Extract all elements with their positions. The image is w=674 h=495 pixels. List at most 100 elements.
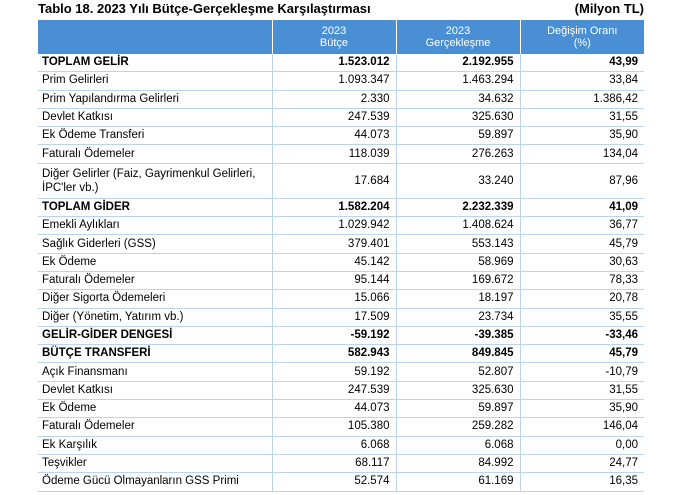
table-row: Devlet Katkısı 247.539 325.630 31,55 (38, 381, 644, 401)
row-change-value: 0,00 (520, 436, 644, 455)
table-row: Faturalı Ödemeler 118.039 276.263 134,04 (38, 144, 644, 164)
row-budget-value: -59.192 (272, 326, 397, 346)
row-budget-value: 2.330 (272, 90, 397, 109)
row-label: Emekli Aylıkları (38, 216, 273, 236)
row-label: Diğer Gelirler (Faiz, Gayrimenkul Gelirl… (38, 163, 273, 199)
row-budget-value: 17.509 (272, 308, 397, 327)
row-change-value: 36,77 (520, 216, 644, 236)
row-budget-value: 1.582.204 (272, 198, 397, 218)
header-budget: 2023 Bütçe (272, 20, 397, 54)
row-actual-value: 59.897 (396, 126, 521, 146)
header-budget-year: 2023 (321, 25, 347, 37)
row-label: Prim Gelirleri (38, 71, 273, 91)
row-label: BÜTÇE TRANSFERİ (38, 344, 273, 364)
row-budget-value: 95.144 (272, 271, 397, 291)
row-change-value: 87,96 (520, 163, 644, 199)
table-row: Sağlık Giderleri (GSS) 379.401 553.143 45,7… (38, 234, 644, 254)
row-actual-value: 169.672 (396, 271, 521, 291)
row-budget-value: 6.068 (272, 436, 397, 455)
table-row: Faturalı Ödemeler 105.380 259.282 146,04 (38, 417, 644, 437)
table-row: Diğer Sigorta Ödemeleri 15.066 18.197 20,78 (38, 289, 644, 309)
row-budget-value: 52.574 (272, 472, 397, 492)
row-change-value: 20,78 (520, 289, 644, 309)
row-actual-value: 325.630 (396, 108, 521, 128)
table-row: Prim Gelirleri 1.093.347 1.463.294 33,84 (38, 71, 644, 91)
row-label: Ödeme Gücü Olmayanların GSS Primi (38, 472, 273, 492)
row-change-value: 30,63 (520, 253, 644, 272)
row-actual-value: 553.143 (396, 234, 521, 254)
table-row: BÜTÇE TRANSFERİ 582.943 849.845 45,79 (38, 344, 644, 364)
row-actual-value: -39.385 (396, 326, 521, 346)
header-change: Değişim Oranı (%) (520, 20, 644, 54)
table-header: 2023 Bütçe 2023 Gerçekleşme Değişim Oran… (38, 20, 644, 54)
table-row: Ek Ödeme 45.142 58.969 30,63 (38, 253, 644, 272)
row-change-value: 35,55 (520, 308, 644, 327)
row-actual-value: 59.897 (396, 399, 521, 419)
row-label: Faturalı Ödemeler (38, 417, 273, 437)
table-row: TOPLAM GİDER 1.582.204 2.232.339 41,09 (38, 198, 644, 218)
row-label: Ek Ödeme Transferi (38, 126, 273, 146)
row-label: GELİR-GİDER DENGESİ (38, 326, 273, 346)
row-label: Ek Ödeme (38, 399, 273, 419)
row-change-value: -10,79 (520, 362, 644, 382)
row-actual-value: 276.263 (396, 144, 521, 164)
row-budget-value: 105.380 (272, 417, 397, 437)
row-change-value: 41,09 (520, 198, 644, 218)
row-budget-value: 118.039 (272, 144, 397, 164)
row-actual-value: 259.282 (396, 417, 521, 437)
table-row: GELİR-GİDER DENGESİ -59.192 -39.385 -33,46 (38, 326, 644, 346)
row-budget-value: 68.117 (272, 454, 397, 474)
table-row: Teşvikler 68.117 84.992 24,77 (38, 454, 644, 474)
row-actual-value: 325.630 (396, 381, 521, 401)
row-label: TOPLAM GİDER (38, 198, 273, 218)
header-budget-label: Bütçe (319, 37, 349, 49)
row-label: Teşvikler (38, 454, 273, 474)
row-change-value: 78,33 (520, 271, 644, 291)
row-budget-value: 247.539 (272, 381, 397, 401)
budget-comparison-table: 2023 Bütçe 2023 Gerçekleşme Değişim Oran… (38, 20, 644, 492)
row-label: TOPLAM GELİR (38, 54, 273, 73)
row-change-value: 35,90 (520, 126, 644, 146)
row-budget-value: 247.539 (272, 108, 397, 128)
row-label: Açık Finansmanı (38, 362, 273, 382)
row-budget-value: 582.943 (272, 344, 397, 364)
table-row: Açık Finansmanı 59.192 52.807 -10,79 (38, 362, 644, 382)
header-actual-year: 2023 (445, 25, 471, 37)
row-actual-value: 1.463.294 (396, 71, 521, 91)
row-change-value: 35,90 (520, 399, 644, 419)
row-change-value: 134,04 (520, 144, 644, 164)
row-change-value: 45,79 (520, 234, 644, 254)
table-row: Diğer Gelirler (Faiz, Gayrimenkul Gelirl… (38, 163, 644, 199)
row-label: Faturalı Ödemeler (38, 144, 273, 164)
row-change-value: 33,84 (520, 71, 644, 91)
row-actual-value: 33.240 (396, 163, 521, 199)
row-label: Ek Karşılık (38, 436, 273, 455)
table-title: Tablo 18. 2023 Yılı Bütçe-Gerçekleşme Ka… (38, 1, 371, 16)
row-label: Prim Yapılandırma Gelirleri (38, 90, 273, 109)
row-actual-value: 6.068 (396, 436, 521, 455)
table-row: Ek Karşılık 6.068 6.068 0,00 (38, 436, 644, 455)
table-row: Devlet Katkısı 247.539 325.630 31,55 (38, 108, 644, 128)
row-budget-value: 45.142 (272, 253, 397, 272)
row-budget-value: 379.401 (272, 234, 397, 254)
row-change-value: 16,35 (520, 472, 644, 492)
table-row: Diğer (Yönetim, Yatırım vb.) 17.509 23.734… (38, 308, 644, 327)
row-budget-value: 1.029.942 (272, 216, 397, 236)
table-row: Ek Ödeme 44.073 59.897 35,90 (38, 399, 644, 419)
row-label: Devlet Katkısı (38, 381, 273, 401)
row-label: Faturalı Ödemeler (38, 271, 273, 291)
row-label: Diğer Sigorta Ödemeleri (38, 289, 273, 309)
row-budget-value: 1.093.347 (272, 71, 397, 91)
table-row: Ödeme Gücü Olmayanların GSS Primi 52.574 6… (38, 472, 644, 492)
row-change-value: 43,99 (520, 54, 644, 73)
header-label-column (38, 20, 273, 54)
header-change-label: Değişim Oranı (547, 25, 618, 37)
row-actual-value: 2.232.339 (396, 198, 521, 218)
row-actual-value: 34.632 (396, 90, 521, 109)
row-budget-value: 44.073 (272, 126, 397, 146)
row-actual-value: 61.169 (396, 472, 521, 492)
row-change-value: 31,55 (520, 108, 644, 128)
table-row: Faturalı Ödemeler 95.144 169.672 78,33 (38, 271, 644, 291)
row-actual-value: 849.845 (396, 344, 521, 364)
row-label: Ek Ödeme (38, 253, 273, 272)
